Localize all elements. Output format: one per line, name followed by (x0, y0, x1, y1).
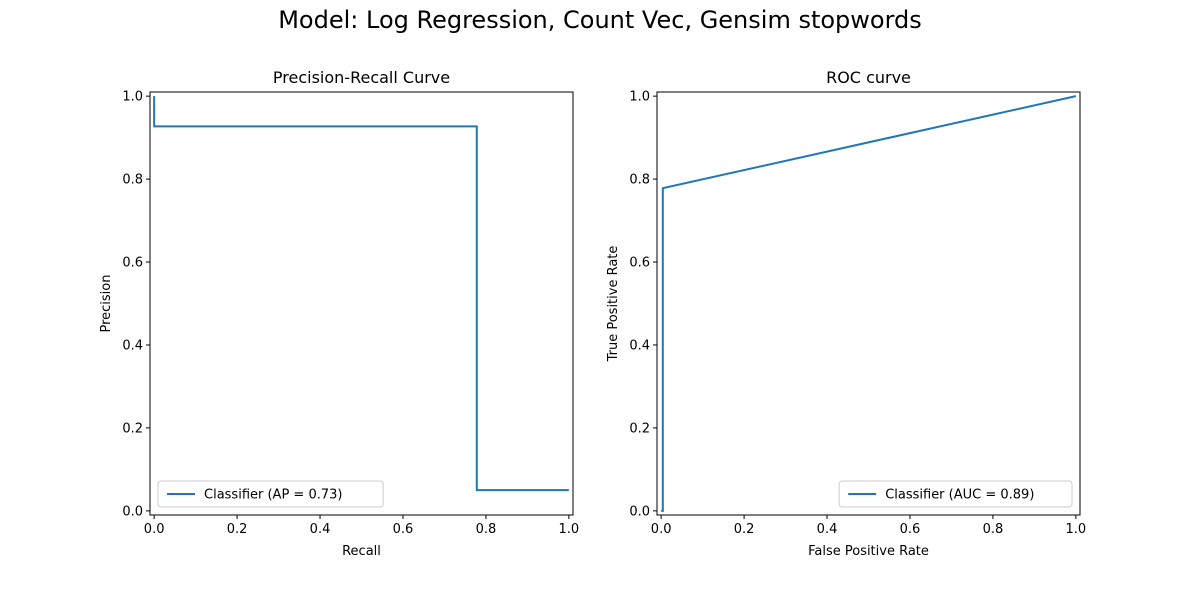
chart-0-x-tick-label: 0.0 (144, 522, 165, 537)
chart-0-x-tick-label: 0.6 (393, 522, 414, 537)
chart-1-y-tick-label: 0.2 (629, 421, 650, 436)
chart-0-axes-frame (149, 91, 574, 516)
chart-0-y-tick-label: 0.2 (122, 421, 143, 436)
chart-1-x-tick-label: 0.4 (817, 522, 838, 537)
chart-0-y-axis-label: Precision (99, 274, 114, 332)
chart-0-legend-box (157, 480, 384, 508)
chart-1-x-tick-label: 0.2 (734, 522, 755, 537)
chart-1-y-tick-label: 0.4 (629, 338, 650, 353)
chart-1-title: ROC curve (826, 68, 911, 87)
chart-0-series-line-0 (153, 96, 569, 492)
chart-0-legend-label: Classifier (AP = 0.73) (204, 488, 342, 503)
chart-0-y-tick-label: 0.0 (122, 504, 143, 519)
chart-0-y-tick-label: 1.0 (122, 90, 143, 105)
chart-1-y-tick-label: 0.6 (629, 256, 650, 271)
chart-1-legend-box (838, 480, 1073, 508)
chart-0-y-tick-label: 0.8 (122, 173, 143, 188)
chart-0-x-axis-label: Recall (342, 544, 381, 559)
chart-1-axes-frame (656, 91, 1081, 516)
chart-1-series-line-0 (661, 95, 1077, 512)
chart-1-x-axis-label: False Positive Rate (808, 544, 929, 559)
figure-title: Model: Log Regression, Count Vec, Gensim… (278, 6, 922, 34)
chart-1-y-tick-label: 1.0 (629, 90, 650, 105)
chart-1-x-tick-label: 0.6 (900, 522, 921, 537)
chart-1-x-tick-label: 0.0 (651, 522, 672, 537)
precision-recall-chart: Precision-Recall Curve 0.0 0.2 0.4 0.6 0.8 1.0… (99, 68, 579, 559)
chart-0-x-tick-label: 0.4 (310, 522, 331, 537)
chart-0-title: Precision-Recall Curve (273, 68, 450, 87)
roc-chart: ROC curve 0.0 0.2 0.4 0.6 0.8 1.0 0.0 0.2 0.4 0.6 0… (606, 68, 1086, 559)
chart-1-x-tick-label: 0.8 (983, 522, 1004, 537)
chart-1-x-tick-label: 1.0 (1066, 522, 1087, 537)
chart-0-x-tick-label: 0.8 (476, 522, 497, 537)
chart-1-y-tick-label: 0.8 (629, 173, 650, 188)
chart-1-legend-label: Classifier (AUC = 0.89) (885, 488, 1034, 503)
chart-1-y-tick-label: 0.0 (629, 504, 650, 519)
chart-0-x-tick-label: 1.0 (559, 522, 580, 537)
chart-0-x-tick-label: 0.2 (227, 522, 248, 537)
chart-0-y-tick-label: 0.6 (122, 256, 143, 271)
chart-0-y-tick-label: 0.4 (122, 338, 143, 353)
chart-1-y-axis-label: True Positive Rate (606, 246, 621, 363)
